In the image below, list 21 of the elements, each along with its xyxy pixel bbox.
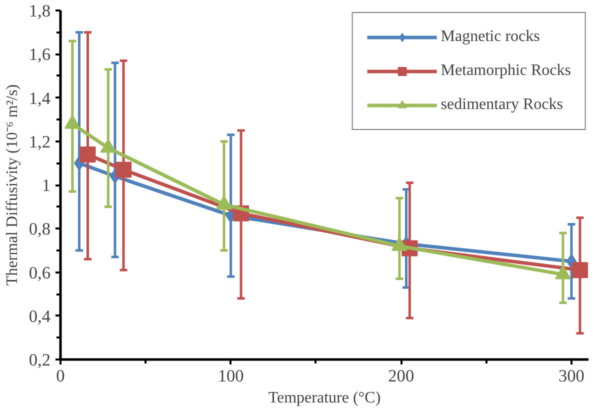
y-tick-label: 0,4 xyxy=(28,306,51,326)
x-axis-title: Temperature (°C) xyxy=(268,390,381,406)
y-tick-label: 0,6 xyxy=(28,263,51,282)
legend-label: Magnetic rocks xyxy=(440,28,540,46)
legend-label: sedimentary Rocks xyxy=(440,96,563,114)
y-axis-title: Thermal Diffusivity (10⁻⁶ m²/s) xyxy=(4,84,21,286)
y-tick-label: 0,8 xyxy=(28,220,51,239)
point xyxy=(572,262,588,278)
x-tick-label: 0 xyxy=(56,366,65,386)
x-tick-label: 100 xyxy=(218,366,244,386)
y-tick-label: 1,4 xyxy=(28,88,51,108)
y-tick-label: 1,8 xyxy=(28,2,51,20)
x-tick-label: 200 xyxy=(388,366,414,386)
y-tick-label: 1,2 xyxy=(28,132,51,152)
y-tick-label: 0,2 xyxy=(28,350,51,370)
point xyxy=(116,162,132,178)
y-tick-label: 1,6 xyxy=(28,45,51,64)
y-tick-label: 1 xyxy=(42,176,51,195)
x-tick-label: 300 xyxy=(558,366,584,386)
legend-label: Metamorphic Rocks xyxy=(440,62,571,80)
point xyxy=(80,146,96,162)
